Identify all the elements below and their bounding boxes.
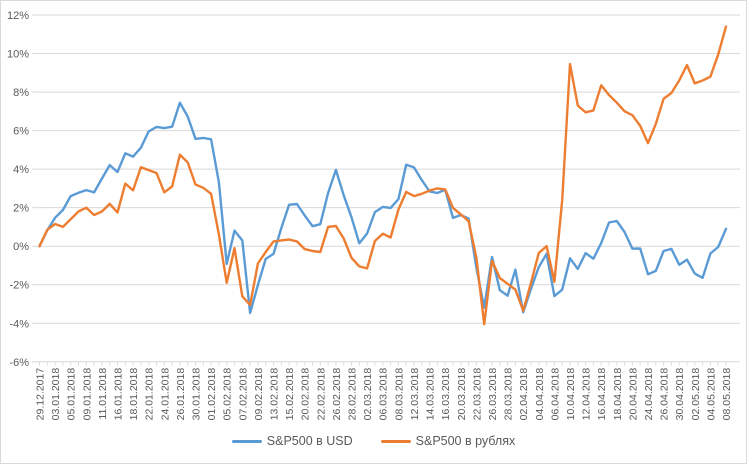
x-axis-label: 28.02.2018 [347,368,359,421]
rub-series-swatch [380,439,411,443]
y-axis-label: 6% [13,126,29,138]
x-axis-label: 02.04.2018 [518,368,530,421]
y-axis-label: 8% [13,87,29,99]
y-axis-label: -4% [9,318,29,330]
x-axis-label: 24.01.2018 [159,368,171,421]
x-axis-label: 05.02.2018 [222,368,234,421]
x-axis-label: 15.02.2018 [284,368,296,421]
y-axis-label: 0% [13,241,29,253]
x-axis-label: 26.04.2018 [659,368,671,421]
x-axis-label: 02.05.2018 [690,368,702,421]
x-axis-label: 22.03.2018 [471,368,483,421]
x-axis-label: 05.01.2018 [66,368,78,421]
x-axis-label: 08.05.2018 [721,368,733,421]
x-axis-label: 16.04.2018 [596,368,608,421]
x-axis-label: 14.03.2018 [425,368,437,421]
y-axis-label: -6% [9,357,29,369]
y-axis-label: -2% [9,280,29,292]
x-axis-label: 06.03.2018 [378,368,390,421]
series-line-rub[interactable] [38,25,728,326]
x-axis-label: 04.05.2018 [705,368,717,421]
x-axis-label: 06.04.2018 [549,368,561,421]
x-axis-label: 24.04.2018 [643,368,655,421]
series-line-usd[interactable] [38,101,728,315]
y-axis-label: 12% [7,10,29,22]
x-axis-label: 09.02.2018 [253,368,265,421]
x-axis-label: 26.01.2018 [175,368,187,421]
x-axis-label: 26.03.2018 [487,368,499,421]
usd-series-swatch [231,439,262,443]
x-axis-label: 20.03.2018 [456,368,468,421]
x-axis-label: 20.02.2018 [300,368,312,421]
x-axis-label: 07.02.2018 [237,368,249,421]
x-axis-label: 30.01.2018 [191,368,203,421]
x-axis-label: 29.12.2017 [35,368,47,421]
x-axis-label: 12.03.2018 [409,368,421,421]
x-axis-label: 18.04.2018 [612,368,624,421]
x-axis-label: 03.01.2018 [50,368,62,421]
x-axis-label: 10.04.2018 [565,368,577,421]
legend-item-rub[interactable]: S&P500 в рублях [380,434,516,448]
rub-series-label: S&P500 в рублях [415,434,516,448]
x-axis-label: 22.02.2018 [315,368,327,421]
x-axis-label: 13.02.2018 [269,368,281,421]
usd-series-label: S&P500 в USD [266,434,353,448]
x-axis-label: 11.01.2018 [97,368,109,420]
chart-legend: S&P500 в USD S&P500 в рублях [1,434,746,448]
x-axis-label: 02.03.2018 [362,368,374,421]
legend-item-usd[interactable]: S&P500 в USD [231,434,353,448]
x-axis-label: 16.03.2018 [440,368,452,421]
x-axis-label: 09.01.2018 [81,368,93,421]
x-axis-label: 20.04.2018 [627,368,639,421]
x-axis-label: 28.03.2018 [503,368,515,421]
x-axis-label: 22.01.2018 [144,368,156,421]
x-axis-label: 08.03.2018 [393,368,405,421]
x-axis-label: 01.02.2018 [206,368,218,421]
x-axis-label: 04.04.2018 [534,368,546,421]
x-axis-label: 26.02.2018 [331,368,343,421]
x-axis-label: 18.01.2018 [128,368,140,421]
y-axis-label: 10% [7,49,29,61]
y-axis-label: 4% [13,164,29,176]
y-axis-label: 2% [13,203,29,215]
x-axis-label: 30.04.2018 [674,368,686,421]
x-axis-label: 12.04.2018 [581,368,593,421]
x-axis-label: 16.01.2018 [113,368,125,421]
